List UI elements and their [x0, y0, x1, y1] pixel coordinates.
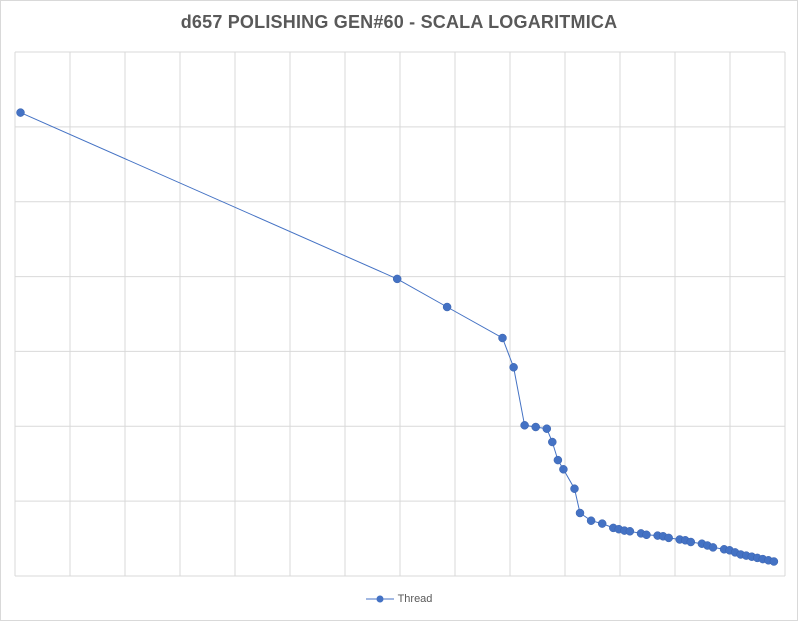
legend-label: Thread — [397, 593, 433, 605]
data-point — [531, 422, 540, 432]
data-point — [442, 302, 452, 312]
data-point — [392, 274, 402, 284]
legend: Thread — [0, 593, 798, 605]
data-point — [509, 363, 518, 372]
data-point — [708, 543, 718, 552]
data-point — [548, 437, 557, 447]
data-point — [664, 533, 673, 543]
legend-marker — [365, 594, 394, 604]
data-point — [575, 508, 585, 518]
data-point — [597, 519, 607, 528]
data-point — [498, 333, 507, 343]
data-point — [769, 557, 779, 566]
data-point — [625, 527, 635, 536]
data-point — [686, 537, 696, 547]
data-point — [559, 465, 568, 474]
data-point — [520, 421, 529, 430]
data-point — [542, 424, 552, 433]
data-point — [570, 484, 579, 493]
series-line-thread — [20, 112, 775, 562]
data-point — [586, 516, 596, 525]
data-point — [642, 530, 651, 540]
data-point — [16, 108, 25, 117]
chart-title: d657 POLISHING GEN#60 - SCALA LOGARITMIC… — [180, 12, 618, 32]
data-point — [553, 455, 563, 465]
